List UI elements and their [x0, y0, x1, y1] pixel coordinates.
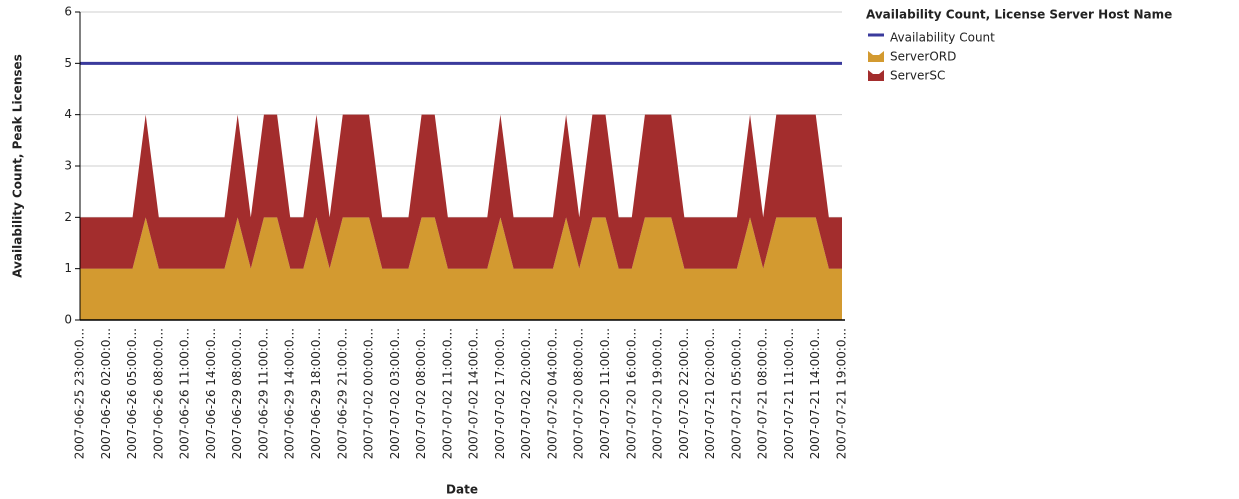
- x-tick-label: 2007-07-21 08:00:0...: [756, 328, 770, 459]
- x-tick-label: 2007-07-21 11:00:0...: [782, 328, 796, 459]
- y-tick-label: 6: [64, 5, 72, 19]
- legend-swatch: [868, 51, 884, 62]
- x-tick-label: 2007-07-21 05:00:0...: [729, 328, 743, 459]
- x-tick-label: 2007-07-02 00:00:0...: [362, 328, 376, 459]
- x-tick-label: 2007-07-20 22:00:0...: [677, 328, 691, 459]
- x-tick-label: 2007-07-02 14:00:0...: [467, 328, 481, 459]
- x-tick-label: 2007-07-20 11:00:0...: [598, 328, 612, 459]
- y-tick-label: 1: [64, 261, 72, 275]
- x-tick-label: 2007-06-25 23:00:0...: [73, 328, 87, 459]
- x-tick-label: 2007-07-21 14:00:0...: [808, 328, 822, 459]
- x-tick-label: 2007-06-26 05:00:0...: [125, 328, 139, 459]
- x-tick-label: 2007-07-21 02:00:0...: [703, 328, 717, 459]
- legend-label: ServerORD: [890, 50, 956, 64]
- x-tick-label: 2007-07-21 19:00:0...: [835, 328, 849, 459]
- y-tick-label: 3: [64, 159, 72, 173]
- legend-swatch: [868, 70, 884, 81]
- x-tick-label: 2007-06-26 11:00:0...: [178, 328, 192, 459]
- y-tick-label: 5: [64, 56, 72, 70]
- x-tick-label: 2007-07-02 03:00:0...: [388, 328, 402, 459]
- x-tick-label: 2007-06-29 21:00:0...: [335, 328, 349, 459]
- y-tick-label: 2: [64, 210, 72, 224]
- y-tick-label: 0: [64, 313, 72, 327]
- x-tick-label: 2007-06-29 18:00:0...: [309, 328, 323, 459]
- x-tick-label: 2007-07-02 11:00:0...: [440, 328, 454, 459]
- x-tick-label: 2007-06-26 14:00:0...: [204, 328, 218, 459]
- x-tick-label: 2007-06-29 14:00:0...: [283, 328, 297, 459]
- legend-label: Availability Count: [890, 31, 995, 45]
- x-tick-label: 2007-06-29 11:00:0...: [256, 328, 270, 459]
- x-axis-label: Date: [446, 483, 478, 497]
- legend-label: ServerSC: [890, 69, 945, 83]
- x-tick-label: 2007-06-26 02:00:0...: [99, 328, 113, 459]
- y-tick-label: 4: [64, 107, 72, 121]
- legend-title: Availability Count, License Server Host …: [866, 8, 1172, 22]
- y-axis-label: Availability Count, Peak Licenses: [11, 54, 25, 278]
- x-tick-label: 2007-07-20 19:00:0...: [651, 328, 665, 459]
- x-tick-label: 2007-07-02 17:00:0...: [493, 328, 507, 459]
- x-tick-label: 2007-07-20 08:00:0...: [572, 328, 586, 459]
- x-tick-label: 2007-07-20 04:00:0...: [545, 328, 559, 459]
- x-tick-label: 2007-07-02 20:00:0...: [519, 328, 533, 459]
- x-tick-label: 2007-06-26 08:00:0...: [151, 328, 165, 459]
- area: [80, 114, 842, 269]
- x-tick-label: 2007-07-20 16:00:0...: [624, 328, 638, 459]
- x-tick-label: 2007-06-29 08:00:0...: [230, 328, 244, 459]
- x-tick-label: 2007-07-02 08:00:0...: [414, 328, 428, 459]
